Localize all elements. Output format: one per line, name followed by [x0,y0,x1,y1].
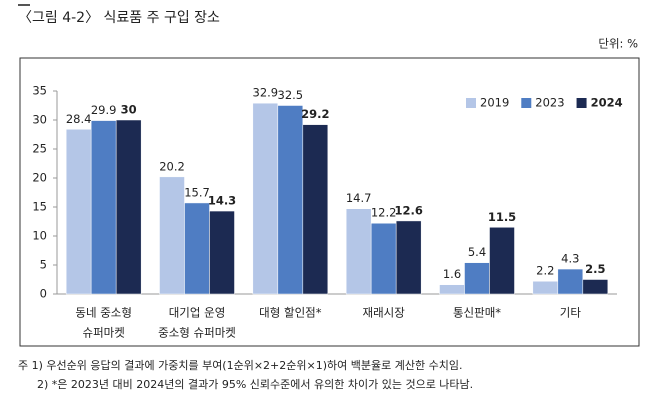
bar [557,268,584,295]
y-tick-label: 35 [32,84,47,98]
y-tick-label: 25 [32,142,47,156]
y-tick-label: 20 [32,171,47,185]
value-label: 14.3 [208,194,236,208]
value-label: 15.7 [184,185,210,199]
unit-label: 단위: % [598,37,638,51]
x-tick-label: 재래시장 [363,306,406,320]
y-tick-label: 10 [32,229,47,243]
x-tick-label: 기타 [560,306,582,320]
value-label: 11.5 [488,210,516,224]
x-tick-label: 대형 할인점* [259,306,322,320]
legend-label: 2019 [480,96,509,110]
x-tick-label: 슈퍼마켓 [83,326,125,340]
value-label: 12.2 [371,206,397,220]
bar [159,176,185,295]
bar [252,102,279,295]
bar [65,129,92,295]
x-tick-label: 통신판매* [453,306,501,320]
x-tick-label: 중소형 슈퍼마켓 [158,326,236,340]
value-label: 28.4 [66,112,92,126]
value-label: 2.5 [585,262,605,276]
bar [464,262,490,295]
bar [277,105,304,295]
note: 2) *은 2023년 대비 2024년의 결과가 95% 신뢰수준에서 유의한… [37,378,473,391]
legend-label: 2023 [535,96,564,110]
legend-swatch [521,98,532,108]
value-label: 29.2 [301,107,329,121]
y-tick-label: 15 [32,200,47,214]
value-label: 30 [121,103,137,117]
x-tick-label: 동네 중소형 [75,306,132,320]
bar [532,280,559,295]
bar [115,119,142,295]
bar [302,124,329,295]
value-label: 2.2 [536,264,554,278]
bar [489,227,515,295]
value-label: 1.6 [443,267,461,281]
y-tick-label: 30 [32,113,47,127]
bar [370,222,397,295]
value-label: 4.3 [561,252,579,266]
note: 주 1) 우선순위 응답의 결과에 가중치를 부여(1순위×2+2순위×1)하여… [18,358,462,372]
bar [582,279,609,295]
bar [90,120,117,295]
bar [184,202,210,295]
bar [439,284,465,295]
chart-title: 〈그림 4-2〉 식료품 주 구입 장소 [18,10,220,26]
legend-label: 2024 [591,96,623,110]
value-label: 12.6 [394,203,422,217]
bar [345,208,372,295]
value-label: 32.9 [253,86,279,100]
legend-swatch [466,98,476,108]
legend-swatch [576,98,587,108]
bar [209,210,235,295]
value-label: 5.4 [468,245,486,259]
value-label: 20.2 [159,159,185,173]
value-label: 29.9 [91,103,117,117]
x-tick-label: 대기업 운영 [169,306,226,320]
y-tick-label: 5 [40,258,47,272]
bar [395,220,422,295]
value-label: 14.7 [346,191,372,205]
value-label: 32.5 [278,88,304,102]
y-tick-label: 0 [40,287,47,301]
chart-frame [19,57,640,347]
